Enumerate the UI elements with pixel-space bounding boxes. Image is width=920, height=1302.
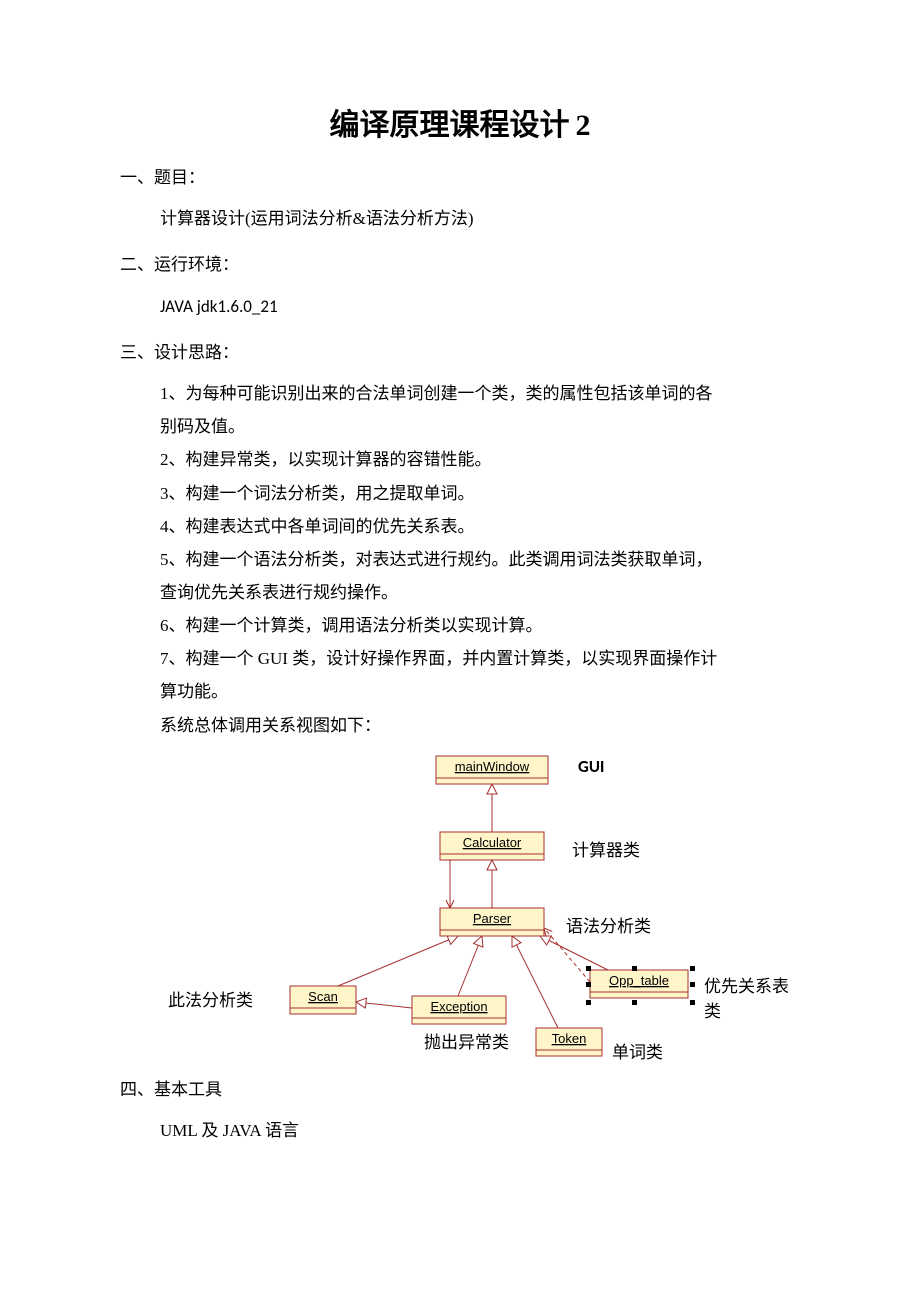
section-3-p3: 3、构建一个词法分析类，用之提取单词。	[160, 477, 800, 510]
uml-svg: mainWindow Calculator Parser Scan Exception O…	[160, 750, 800, 1070]
uml-diagram: mainWindow Calculator Parser Scan Exception O…	[160, 750, 800, 1060]
svg-text:Calculator: Calculator	[463, 835, 522, 850]
section-3-p2: 2、构建异常类，以实现计算器的容错性能。	[160, 443, 800, 476]
svg-text:Exception: Exception	[430, 999, 487, 1014]
title-number: 2	[576, 109, 591, 142]
svg-text:Parser: Parser	[473, 911, 512, 926]
annot-scan: 此法分析类	[168, 986, 253, 1011]
svg-text:Opp_table: Opp_table	[609, 973, 669, 988]
section-4-body: UML 及 JAVA 语言	[160, 1114, 800, 1147]
annot-opp: 优先关系表类	[704, 972, 800, 1022]
svg-text:Token: Token	[552, 1031, 587, 1046]
document-page: 编译原理课程设计2 一、题目： 计算器设计(运用词法分析&语法分析方法) 二、运…	[0, 0, 920, 1302]
section-3-p6: 6、构建一个计算类，调用语法分析类以实现计算。	[160, 609, 800, 642]
section-3-p4: 4、构建表达式中各单词间的优先关系表。	[160, 510, 800, 543]
svg-text:Scan: Scan	[308, 989, 338, 1004]
section-4-head: 四、基本工具	[120, 1074, 800, 1106]
section-3-p7b: 算功能。	[160, 675, 800, 708]
section-2-body: JAVA jdk1.6.0_21	[160, 290, 800, 323]
annot-gui: GUI	[578, 756, 604, 777]
section-3-head: 三、设计思路：	[120, 337, 800, 369]
section-3-p5b: 查询优先关系表进行规约操作。	[160, 576, 800, 609]
annot-exception: 抛出异常类	[424, 1028, 509, 1053]
section-3-p5a: 5、构建一个语法分析类，对表达式进行规约。此类调用词法类获取单词，	[160, 543, 800, 576]
annot-parser: 语法分析类	[566, 912, 651, 937]
svg-text:mainWindow: mainWindow	[455, 759, 530, 774]
section-3-p1b: 别码及值。	[160, 410, 800, 443]
page-title: 编译原理课程设计2	[120, 100, 800, 144]
section-3-p8: 系统总体调用关系视图如下：	[160, 709, 800, 742]
title-main: 编译原理课程设计	[330, 109, 570, 142]
section-3-p1a: 1、为每种可能识别出来的合法单词创建一个类，类的属性包括该单词的各	[160, 377, 800, 410]
annot-calc: 计算器类	[572, 836, 640, 861]
annot-token: 单词类	[612, 1038, 663, 1063]
section-2-head: 二、运行环境：	[120, 249, 800, 281]
section-3-p7a: 7、构建一个 GUI 类，设计好操作界面，并内置计算类，以实现界面操作计	[160, 642, 800, 675]
section-1-head: 一、题目：	[120, 162, 800, 194]
section-1-body: 计算器设计(运用词法分析&语法分析方法)	[160, 202, 800, 235]
